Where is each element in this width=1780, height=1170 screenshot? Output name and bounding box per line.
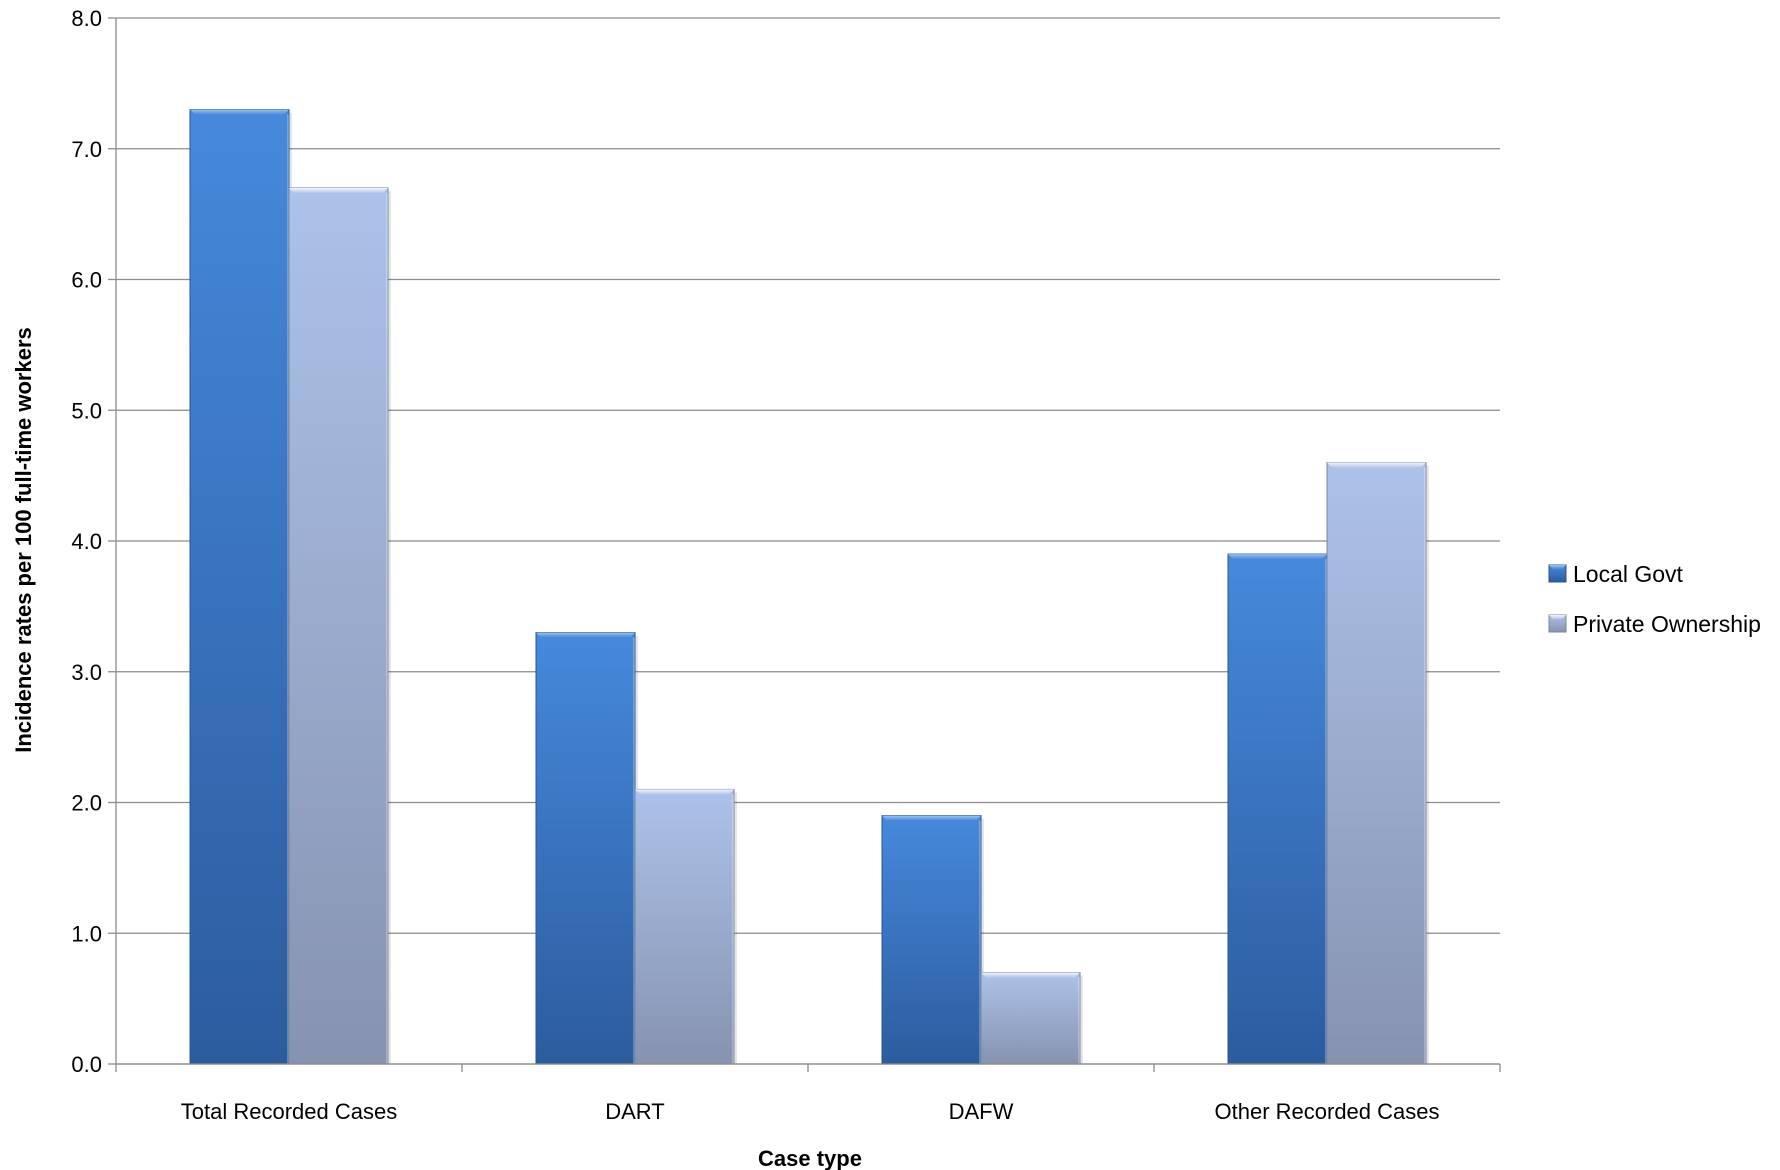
bar — [980, 971, 1083, 1065]
bar-body — [980, 971, 1081, 1065]
bar-cap — [1228, 554, 1327, 560]
x-tick-label: Other Recorded Cases — [1215, 1099, 1440, 1124]
bar-cap — [981, 972, 1080, 978]
legend: Local Govt Private Ownership — [1548, 561, 1761, 637]
legend-item: Private Ownership — [1548, 611, 1761, 637]
y-tick-label: 4.0 — [71, 529, 102, 554]
x-axis-title: Case type — [758, 1146, 862, 1170]
legend-item: Local Govt — [1548, 561, 1684, 587]
axes: 0.0 1.0 2.0 3.0 4.0 5.0 6.0 7.0 8.0 Total Recorde… — [71, 6, 1501, 1124]
bars — [189, 109, 1429, 1065]
bar-cap — [882, 815, 981, 821]
bar-body — [1227, 553, 1328, 1065]
bar-body — [189, 109, 290, 1065]
x-tick-label: DART — [605, 1099, 665, 1124]
bar-body — [634, 788, 735, 1065]
legend-label: Local Govt — [1573, 561, 1684, 587]
y-axis-title: Incidence rates per 100 full-time worker… — [11, 327, 36, 753]
x-tick-label: Total Recorded Cases — [181, 1099, 397, 1124]
bar-cap — [635, 789, 734, 795]
legend-swatch-cap — [1549, 615, 1566, 619]
y-tick-label: 6.0 — [71, 268, 102, 293]
bar-body — [881, 815, 982, 1065]
bar-body — [535, 632, 636, 1065]
y-tick-label: 5.0 — [71, 398, 102, 423]
bar — [1326, 462, 1429, 1065]
y-tick-label: 3.0 — [71, 660, 102, 685]
bar-cap — [289, 187, 388, 193]
y-tick-label: 1.0 — [71, 921, 102, 946]
y-tick-label: 2.0 — [71, 791, 102, 816]
y-tick-label: 7.0 — [71, 137, 102, 162]
x-tick-label: DAFW — [949, 1099, 1014, 1124]
bar — [288, 187, 391, 1065]
bar — [1227, 553, 1330, 1065]
bar — [634, 788, 737, 1065]
bar-cap — [1327, 462, 1426, 468]
y-tick-label: 8.0 — [71, 6, 102, 31]
bar-cap — [190, 109, 289, 115]
bar-body — [288, 187, 389, 1065]
bar — [881, 815, 984, 1065]
bar-body — [1326, 462, 1427, 1065]
bar — [535, 632, 638, 1065]
bar-cap — [536, 632, 635, 638]
legend-label: Private Ownership — [1573, 611, 1761, 637]
y-tick-label: 0.0 — [71, 1052, 102, 1077]
legend-swatch-cap — [1549, 565, 1566, 569]
bar — [189, 109, 292, 1065]
